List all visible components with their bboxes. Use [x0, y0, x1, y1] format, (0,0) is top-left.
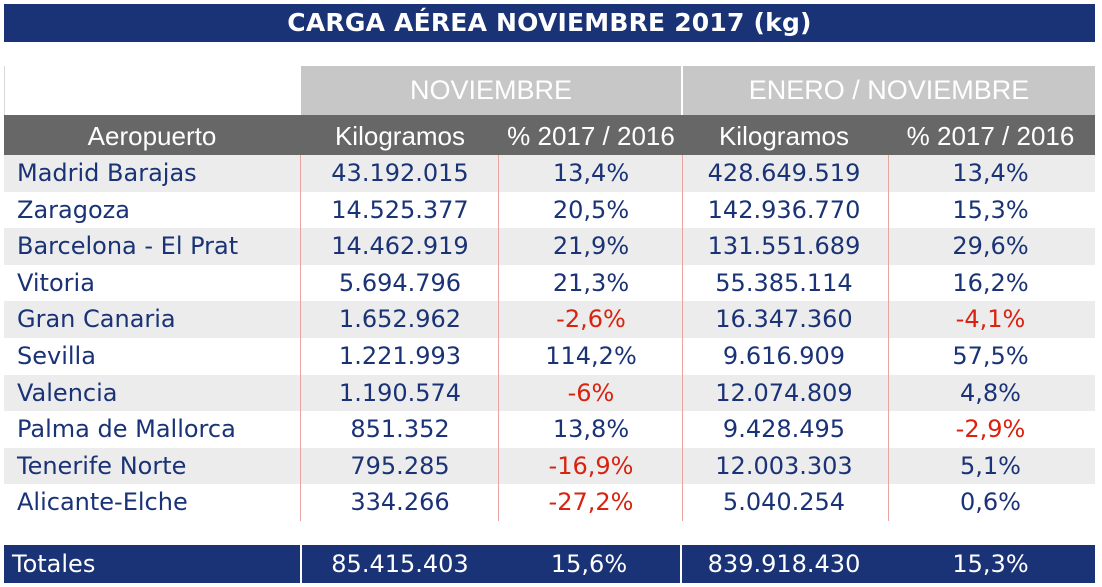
- cell-airport: Valencia: [17, 378, 118, 407]
- cell-ytd-kg: 12.074.809: [715, 378, 853, 407]
- cell-airport: Alicante-Elche: [17, 488, 188, 517]
- column-header-row: Aeropuerto Kilogramos % 2017 / 2016 Kilo…: [4, 115, 1095, 155]
- cell-month-pct: -6%: [567, 378, 615, 407]
- cell-ytd-pct: 15,3%: [952, 195, 1029, 224]
- cell-ytd-kg: 9.616.909: [722, 342, 846, 370]
- cell-airport: Zaragoza: [17, 195, 130, 224]
- cell-month-pct: 114,2%: [545, 342, 637, 370]
- cell-month-pct: 20,5%: [552, 195, 630, 224]
- totals-month-pct: 15,6%: [550, 550, 628, 578]
- cell-ytd-pct: 0,6%: [960, 488, 1021, 517]
- cell-airport: Palma de Mallorca: [17, 415, 236, 444]
- cell-month-kg: 5.694.796: [338, 268, 462, 297]
- totals-month-kg: 85.415.403: [331, 550, 469, 578]
- column-header-airport: Aeropuerto: [87, 121, 217, 151]
- cell-ytd-kg: 5.040.254: [722, 488, 846, 517]
- cell-ytd-kg: 9.428.495: [722, 415, 846, 444]
- cell-month-kg: 1.652.962: [338, 305, 462, 334]
- table-row: Zaragoza 14.525.377 20,5% 142.936.770 15,3%: [4, 192, 1095, 229]
- cell-ytd-pct: 57,5%: [952, 342, 1029, 370]
- table-row: Vitoria 5.694.796 21,3% 55.385.114 16,2%: [4, 265, 1095, 302]
- cell-airport: Sevilla: [17, 342, 96, 370]
- table-row: Gran Canaria 1.652.962 -2,6% 16.347.360 -4,1…: [4, 301, 1095, 338]
- cell-ytd-kg: 12.003.303: [715, 451, 853, 480]
- column-header-ytd-kg: Kilogramos: [718, 121, 850, 151]
- table-row: Palma de Mallorca 851.352 13,8% 9.428.495 -2…: [4, 411, 1095, 448]
- totals-ytd-cell: 839.918.430 15,3%: [682, 545, 1095, 583]
- cell-month-kg: 795.285: [350, 451, 450, 480]
- cell-airport: Tenerife Norte: [17, 451, 187, 480]
- cell-ytd-pct: -4,1%: [955, 305, 1026, 334]
- cell-ytd-kg: 142.936.770: [707, 195, 861, 224]
- cell-ytd-kg: 131.551.689: [707, 232, 861, 261]
- group-header-empty: [4, 66, 300, 115]
- cell-month-pct: 13,4%: [552, 159, 630, 187]
- totals-ytd-pct: 15,3%: [952, 550, 1029, 578]
- cell-ytd-pct: 29,6%: [952, 232, 1029, 261]
- cell-ytd-pct: 5,1%: [960, 451, 1021, 480]
- totals-label-cell: Totales: [4, 545, 300, 583]
- totals-month-cell: 85.415.403 15,6%: [302, 545, 680, 583]
- column-header-ytd-pct: % 2017 / 2016: [906, 121, 1075, 151]
- cell-month-kg: 851.352: [350, 415, 450, 444]
- table-row: Barcelona - El Prat 14.462.919 21,9% 131.55…: [4, 228, 1095, 265]
- cell-month-kg: 43.192.015: [331, 159, 469, 187]
- cell-ytd-kg: 55.385.114: [715, 268, 853, 297]
- cell-ytd-pct: 13,4%: [952, 159, 1029, 187]
- cell-month-kg: 334.266: [350, 488, 450, 517]
- table-title: CARGA AÉREA NOVIEMBRE 2017 (kg): [4, 4, 1095, 42]
- cell-month-pct: -2,6%: [556, 305, 626, 334]
- cell-airport: Barcelona - El Prat: [17, 232, 239, 261]
- cell-airport: Madrid Barajas: [17, 159, 197, 187]
- cell-ytd-kg: 428.649.519: [707, 159, 861, 187]
- group-header-month: NOVIEMBRE: [301, 66, 681, 115]
- cell-airport: Vitoria: [17, 268, 95, 297]
- table-row: Valencia 1.190.574 -6% 12.074.809 4,8%: [4, 374, 1095, 412]
- column-header-month-pct: % 2017 / 2016: [507, 121, 675, 151]
- cell-month-kg: 14.462.919: [331, 232, 469, 261]
- column-divider: [682, 155, 683, 521]
- totals-label: Totales: [12, 550, 96, 578]
- column-divider: [888, 155, 889, 521]
- cell-month-pct: -16,9%: [548, 451, 634, 480]
- column-header-month-kg: Kilogramos: [334, 121, 466, 151]
- cell-ytd-pct: 16,2%: [952, 268, 1029, 297]
- table-row: Tenerife Norte 795.285 -16,9% 12.003.303 5,1…: [4, 447, 1095, 485]
- column-divider: [498, 155, 499, 521]
- cell-ytd-kg: 16.347.360: [715, 305, 853, 334]
- cell-month-kg: 14.525.377: [331, 195, 469, 224]
- table-row: Alicante-Elche 334.266 -27,2% 5.040.254 0,6%: [4, 484, 1095, 521]
- cell-month-kg: 1.190.574: [338, 378, 462, 407]
- cell-month-pct: -27,2%: [548, 488, 634, 517]
- cell-month-kg: 1.221.993: [338, 342, 462, 370]
- group-header-ytd: ENERO / NOVIEMBRE: [683, 66, 1095, 115]
- cell-month-pct: 21,9%: [552, 232, 630, 261]
- totals-ytd-kg: 839.918.430: [707, 550, 861, 578]
- table-row: Sevilla 1.221.993 114,2% 9.616.909 57,5%: [4, 338, 1095, 375]
- cell-airport: Gran Canaria: [17, 305, 176, 334]
- cell-ytd-pct: -2,9%: [955, 415, 1026, 444]
- cell-month-pct: 13,8%: [552, 415, 630, 444]
- cell-month-pct: 21,3%: [552, 268, 630, 297]
- column-divider: [300, 155, 301, 521]
- cell-ytd-pct: 4,8%: [960, 378, 1021, 407]
- table-row: Madrid Barajas 43.192.015 13,4% 428.649.519…: [4, 155, 1095, 192]
